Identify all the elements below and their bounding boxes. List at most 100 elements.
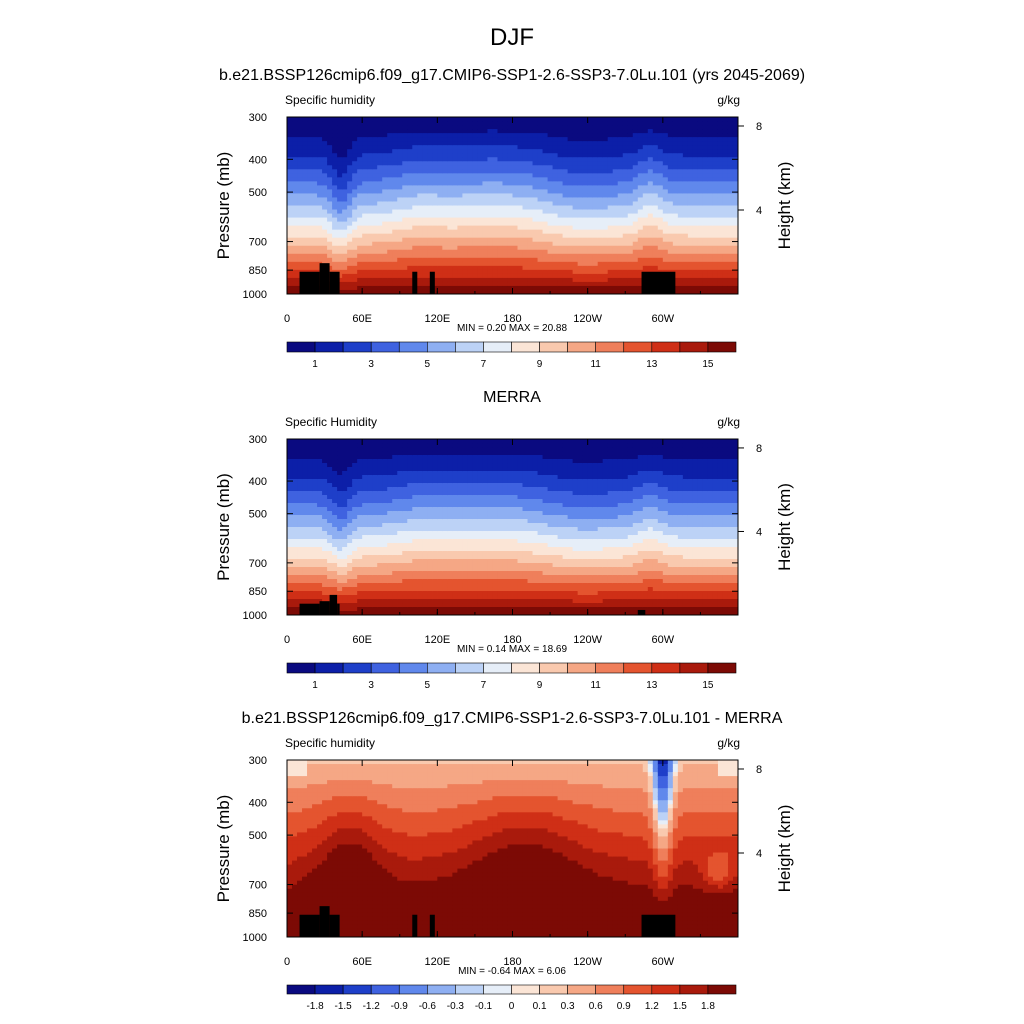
panel-title: b.e21.BSSP126cmip6.f09_g17.CMIP6-SSP1-2.… <box>219 67 805 84</box>
colorbar-label: 11 <box>590 680 601 691</box>
y-tick-label: 500 <box>249 830 267 842</box>
colorbar-swatch <box>567 984 596 995</box>
terrain-block <box>319 263 330 294</box>
colorbar-label: -1.8 <box>306 1001 324 1012</box>
colorbar-label: 1.8 <box>701 1001 715 1012</box>
colorbar-swatch <box>398 341 428 353</box>
y2-tick-label: 4 <box>756 848 762 860</box>
terrain-block <box>429 271 435 294</box>
colorbar-swatch <box>342 984 372 995</box>
x-tick-label: 180 <box>503 313 521 325</box>
x-tick-label: 180 <box>503 634 521 646</box>
panel-1: b.e21.BSSP126cmip6.f09_g17.CMIP6-SSP1-2.… <box>214 67 805 370</box>
colorbar-swatch <box>707 984 737 995</box>
terrain-block <box>337 603 340 615</box>
colorbar-swatch <box>483 341 512 353</box>
y2-tick-label: 4 <box>756 526 762 538</box>
colorbar-swatch <box>595 984 625 995</box>
y-tick-label: 400 <box>249 797 267 809</box>
y2-axis-title: Height (km) <box>775 162 794 250</box>
y-axis-title: Pressure (mb) <box>214 473 233 581</box>
colorbar-label: 1 <box>312 359 318 370</box>
x-tick-label: 120E <box>424 313 450 325</box>
x-tick-label: 120W <box>573 313 602 325</box>
colorbar-swatch <box>398 984 428 995</box>
contour-field <box>287 439 738 615</box>
colorbar-swatch <box>679 341 709 353</box>
x-tick-label: 120W <box>573 634 602 646</box>
y-tick-label: 300 <box>249 755 267 767</box>
colorbar-swatch <box>342 662 372 674</box>
colorbar-label: -0.3 <box>447 1001 465 1012</box>
colorbar-label: 0.1 <box>533 1001 547 1012</box>
colorbar-swatch <box>707 662 737 674</box>
colorbar-swatch <box>651 984 681 995</box>
colorbar-swatch <box>623 341 653 353</box>
colorbar-label: 7 <box>481 680 487 691</box>
colorbar-swatch <box>483 662 512 674</box>
x-tick-label: 60E <box>352 313 372 325</box>
colorbar-swatch <box>314 984 344 995</box>
colorbar-swatch <box>370 984 400 995</box>
y2-tick-label: 4 <box>756 205 762 217</box>
units-label: g/kg <box>717 415 740 429</box>
x-tick-label: 0 <box>284 956 290 968</box>
colorbar-swatch <box>455 984 484 995</box>
colorbar-label: -0.9 <box>391 1001 409 1012</box>
contour-field <box>287 760 738 937</box>
colorbar-swatch <box>651 662 681 674</box>
colorbar-swatch <box>398 662 428 674</box>
colorbar-label: 15 <box>702 680 714 691</box>
colorbar-swatch <box>286 984 316 995</box>
colorbar-swatch <box>370 662 400 674</box>
colorbar-label: 1.2 <box>645 1001 659 1012</box>
y2-tick-label: 8 <box>756 443 762 455</box>
colorbar-swatch <box>623 984 653 995</box>
y-tick-label: 500 <box>249 187 267 199</box>
colorbar-swatch <box>679 662 709 674</box>
terrain-block <box>319 906 330 937</box>
colorbar-swatch <box>595 662 625 674</box>
colorbar-label: -1.2 <box>363 1001 381 1012</box>
y-tick-label: 300 <box>249 434 267 446</box>
colorbar-label: 0 <box>509 1001 515 1012</box>
colorbar-swatch <box>679 984 709 995</box>
colorbar-swatch <box>427 984 456 995</box>
colorbar-label: 1 <box>312 680 318 691</box>
terrain-block <box>299 271 320 294</box>
colorbar-swatch <box>707 341 737 353</box>
x-tick-label: 60W <box>652 634 675 646</box>
x-tick-label: 180 <box>503 956 521 968</box>
y-tick-label: 850 <box>249 586 267 598</box>
terrain-mask <box>299 263 676 294</box>
panel-title: MERRA <box>483 389 541 406</box>
units-label: g/kg <box>717 93 740 107</box>
colorbar-swatch <box>539 341 568 353</box>
colorbar-label: 0.6 <box>589 1001 603 1012</box>
colorbar-swatch <box>427 662 456 674</box>
min-max-stats: MIN = 0.20 MAX = 20.88 <box>457 323 567 334</box>
variable-label: Specific Humidity <box>285 415 377 429</box>
min-max-stats: MIN = 0.14 MAX = 18.69 <box>457 644 567 655</box>
colorbar-label: -0.6 <box>419 1001 437 1012</box>
y-tick-label: 300 <box>249 112 267 124</box>
colorbar-swatch <box>455 341 484 353</box>
colorbar-swatch <box>539 662 568 674</box>
colorbar-swatch <box>483 984 512 995</box>
terrain-block <box>299 914 320 937</box>
y-tick-label: 1000 <box>243 610 267 622</box>
colorbar-label: 0.9 <box>617 1001 631 1012</box>
variable-label: Specific humidity <box>285 736 375 750</box>
terrain-mask <box>299 906 676 937</box>
colorbar: -1.8 -1.5 -1.2 -0.9 -0.6 -0.3 -0.1 0 0.1 0.3 0.6 0.… <box>286 984 737 1012</box>
colorbar-swatch <box>511 662 540 674</box>
y-tick-label: 850 <box>249 908 267 920</box>
y-tick-label: 1000 <box>243 932 267 944</box>
colorbar-swatch <box>623 662 653 674</box>
terrain-block <box>329 914 340 937</box>
terrain-block <box>641 271 676 294</box>
colorbar-swatch <box>567 662 596 674</box>
colorbar: 1 3 5 7 9 11 13 15 <box>286 341 737 370</box>
contour-field <box>287 117 738 294</box>
